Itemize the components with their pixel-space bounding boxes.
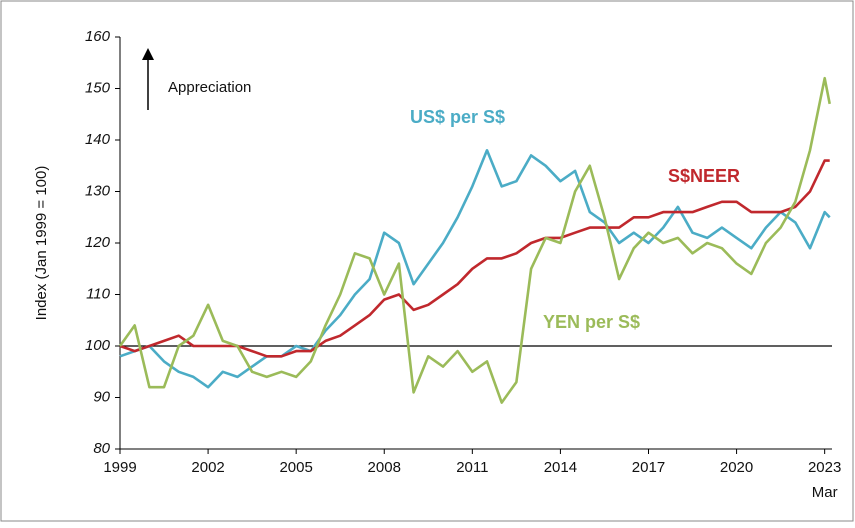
y-tick-label: 100 bbox=[85, 337, 111, 354]
x-tick-label: 2005 bbox=[279, 459, 312, 476]
series-line bbox=[118, 76, 831, 404]
y-tick-label: 110 bbox=[86, 285, 111, 302]
y-tick-label: 140 bbox=[85, 131, 111, 148]
x-tick-label: 2011 bbox=[456, 459, 488, 476]
y-tick-label: 130 bbox=[85, 182, 111, 199]
series-label: US$ per S$ bbox=[410, 107, 505, 127]
x-tick-label: 2020 bbox=[720, 459, 753, 476]
y-tick-label: 120 bbox=[85, 234, 111, 251]
series-label: S$NEER bbox=[668, 166, 740, 186]
y-tick-label: 80 bbox=[93, 440, 110, 457]
x-tick-sublabel: Mar bbox=[812, 484, 838, 501]
x-tick-label: 2023 bbox=[808, 459, 841, 476]
series-line bbox=[119, 149, 831, 389]
y-axis-label: Index (Jan 1999 = 100) bbox=[33, 166, 50, 321]
x-tick-label: 2014 bbox=[544, 459, 577, 476]
y-tick-label: 150 bbox=[85, 79, 111, 96]
annotation: Appreciation bbox=[168, 79, 251, 96]
y-tick-label: 90 bbox=[93, 388, 110, 405]
x-tick-label: 2002 bbox=[191, 459, 224, 476]
arrow-head bbox=[142, 48, 154, 60]
x-tick-label: 1999 bbox=[103, 459, 136, 476]
x-tick-label: 2017 bbox=[632, 459, 665, 476]
series-label: YEN per S$ bbox=[543, 312, 640, 332]
x-tick-label: 2008 bbox=[368, 459, 401, 476]
series-line bbox=[119, 159, 830, 358]
y-tick-label: 160 bbox=[85, 28, 111, 45]
